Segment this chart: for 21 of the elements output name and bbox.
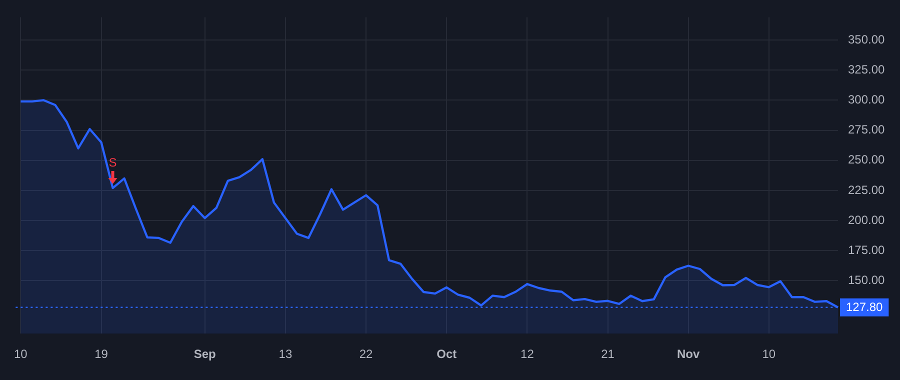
x-tick-label: 10 [14, 347, 28, 362]
y-tick-label: 275.00 [848, 122, 886, 137]
x-tick-label: 21 [601, 347, 615, 362]
y-tick-label: 175.00 [848, 242, 886, 257]
x-tick-label: 13 [278, 347, 292, 362]
x-tick-label: Nov [677, 347, 700, 362]
x-tick-label: Oct [436, 347, 457, 362]
y-tick-label: 200.00 [848, 212, 886, 227]
y-tick-label: 300.00 [848, 92, 886, 107]
annotation: S [108, 155, 117, 170]
y-tick-label: 225.00 [848, 182, 886, 197]
x-tick-label: 22 [359, 347, 374, 362]
y-tick-label: 250.00 [848, 152, 886, 167]
y-tick-label: 325.00 [848, 62, 886, 76]
x-tick-label: 19 [94, 347, 108, 362]
x-tick-label: Sep [194, 347, 216, 362]
x-tick-label: 10 [762, 347, 776, 362]
y-tick-label: 350.00 [848, 32, 886, 46]
x-tick-label: 12 [520, 347, 534, 362]
y-tick-label: 150.00 [848, 272, 886, 287]
ref-line-label: 127.80 [846, 300, 884, 314]
